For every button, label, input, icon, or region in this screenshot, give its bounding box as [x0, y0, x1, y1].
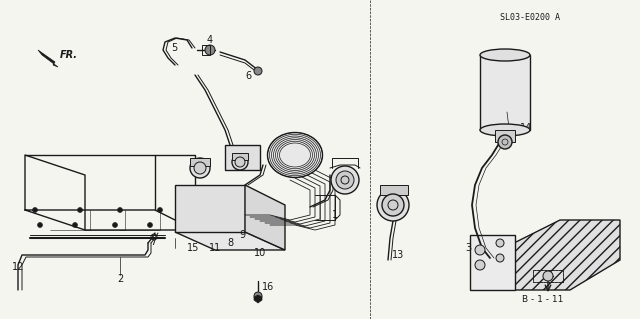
Text: 12: 12 — [12, 262, 24, 272]
Circle shape — [113, 222, 118, 227]
Ellipse shape — [480, 49, 530, 61]
Text: 9: 9 — [239, 230, 245, 240]
Polygon shape — [175, 185, 245, 232]
Ellipse shape — [268, 132, 323, 177]
Bar — [380, 185, 408, 195]
Text: 13: 13 — [392, 250, 404, 260]
Bar — [190, 158, 210, 166]
Text: B - 1 - 11: B - 1 - 11 — [522, 295, 564, 305]
Circle shape — [72, 222, 77, 227]
Text: 16: 16 — [262, 282, 275, 292]
Text: 10: 10 — [254, 248, 266, 258]
Circle shape — [38, 222, 42, 227]
Polygon shape — [254, 295, 262, 303]
Circle shape — [157, 207, 163, 212]
Ellipse shape — [480, 124, 530, 136]
Text: 8: 8 — [227, 238, 233, 248]
Circle shape — [475, 245, 485, 255]
Circle shape — [496, 254, 504, 262]
Circle shape — [190, 158, 210, 178]
Circle shape — [331, 166, 359, 194]
Text: 15: 15 — [187, 243, 199, 253]
Text: 1: 1 — [332, 210, 338, 220]
Circle shape — [498, 135, 512, 149]
Circle shape — [147, 222, 152, 227]
Text: 6: 6 — [245, 71, 251, 81]
Text: 7: 7 — [150, 237, 156, 247]
Bar — [480, 55, 530, 130]
Text: 3: 3 — [465, 243, 471, 253]
Circle shape — [232, 154, 248, 170]
Text: 4: 4 — [207, 35, 213, 45]
Circle shape — [377, 189, 409, 221]
Polygon shape — [245, 185, 285, 250]
Circle shape — [336, 171, 354, 189]
Bar — [470, 235, 515, 290]
Polygon shape — [175, 232, 285, 250]
Circle shape — [118, 207, 122, 212]
Circle shape — [254, 67, 262, 75]
Bar — [225, 145, 260, 170]
Bar — [202, 45, 210, 55]
Circle shape — [33, 207, 38, 212]
Bar — [495, 130, 515, 142]
Text: FR.: FR. — [60, 50, 78, 60]
Bar — [533, 270, 563, 282]
Circle shape — [254, 292, 262, 300]
Circle shape — [475, 260, 485, 270]
Text: 11: 11 — [209, 243, 221, 253]
Circle shape — [77, 207, 83, 212]
Text: 14: 14 — [520, 123, 532, 133]
Circle shape — [382, 194, 404, 216]
Bar — [232, 153, 248, 160]
Polygon shape — [490, 220, 620, 290]
Polygon shape — [38, 50, 58, 67]
Circle shape — [543, 271, 553, 281]
Text: SL03-E0200 A: SL03-E0200 A — [500, 13, 560, 23]
Text: 2: 2 — [117, 274, 123, 284]
Circle shape — [205, 45, 215, 55]
Text: 5: 5 — [171, 43, 177, 53]
Circle shape — [194, 162, 206, 174]
Circle shape — [496, 239, 504, 247]
Circle shape — [235, 157, 245, 167]
